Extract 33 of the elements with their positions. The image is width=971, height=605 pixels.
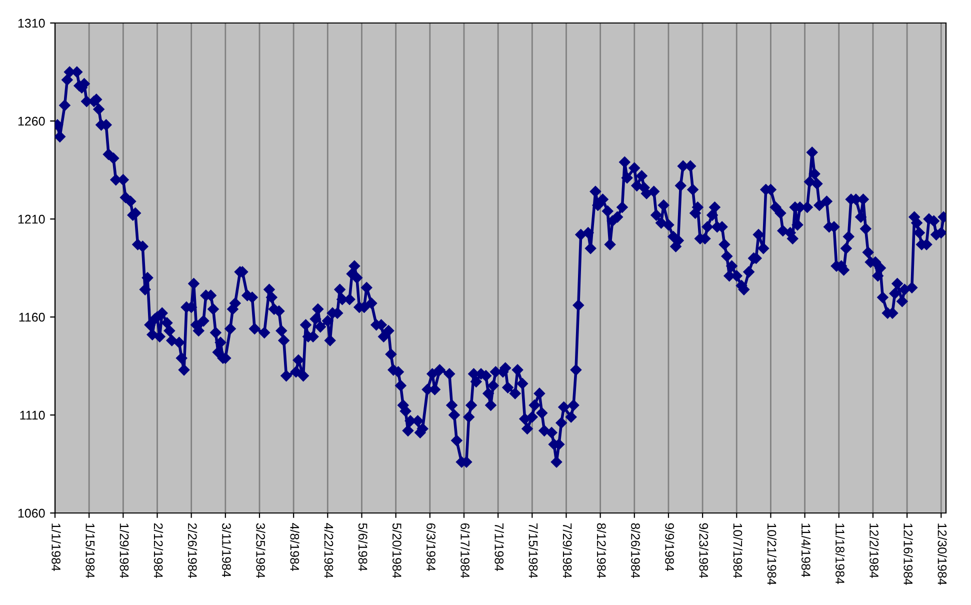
- x-tick-label: 2/12/1984: [154, 523, 164, 578]
- x-tick-label: 7/15/1984: [528, 523, 538, 578]
- x-tick-label: 6/3/1984: [426, 523, 436, 572]
- x-tick-label: 8/26/1984: [631, 523, 640, 578]
- x-tick-label: 10/21/1984: [767, 524, 777, 585]
- x-tick-label: 10/7/1984: [733, 524, 742, 578]
- x-tick-label: 2/26/1984: [188, 523, 198, 578]
- x-tick-label: 9/23/1984: [699, 523, 708, 578]
- x-tick-label: 3/25/1984: [256, 523, 266, 578]
- x-tick-label: 5/6/1984: [358, 523, 368, 572]
- x-tick-label: 1/1/1984: [52, 524, 61, 572]
- x-tick-label: 7/1/1984: [494, 523, 504, 572]
- x-tick-label: 8/12/1984: [596, 523, 606, 578]
- x-tick-label: 7/29/1984: [562, 523, 572, 578]
- y-tick-label: 1160: [19, 312, 45, 322]
- x-tick-label: 12/16/1984: [904, 524, 913, 585]
- x-tick-label: 1/15/1984: [86, 524, 95, 578]
- x-tick-label: 1/29/1984: [120, 524, 129, 578]
- x-tick-label: 3/11/1984: [222, 523, 232, 578]
- x-tick-label: 5/20/1984: [392, 523, 402, 578]
- x-tick-label: 11/4/1984: [801, 524, 811, 578]
- x-tick-label: 12/2/1984: [870, 524, 879, 578]
- y-tick-label: 1210: [18, 214, 45, 224]
- y-tick-label: 1060: [18, 508, 45, 518]
- x-tick-label: 4/8/1984: [290, 523, 300, 572]
- y-tick-label: 1260: [18, 116, 45, 126]
- x-tick-label: 12/30/1984: [938, 524, 947, 585]
- y-tick-label: 1310: [18, 18, 45, 28]
- x-tick-label: 6/17/1984: [460, 523, 470, 578]
- x-tick-label: 9/9/1984: [665, 523, 674, 572]
- x-tick-label: 4/22/1984: [324, 523, 334, 578]
- x-tick-label: 11/18/1984: [836, 524, 845, 584]
- y-tick-label: 1110: [20, 410, 45, 420]
